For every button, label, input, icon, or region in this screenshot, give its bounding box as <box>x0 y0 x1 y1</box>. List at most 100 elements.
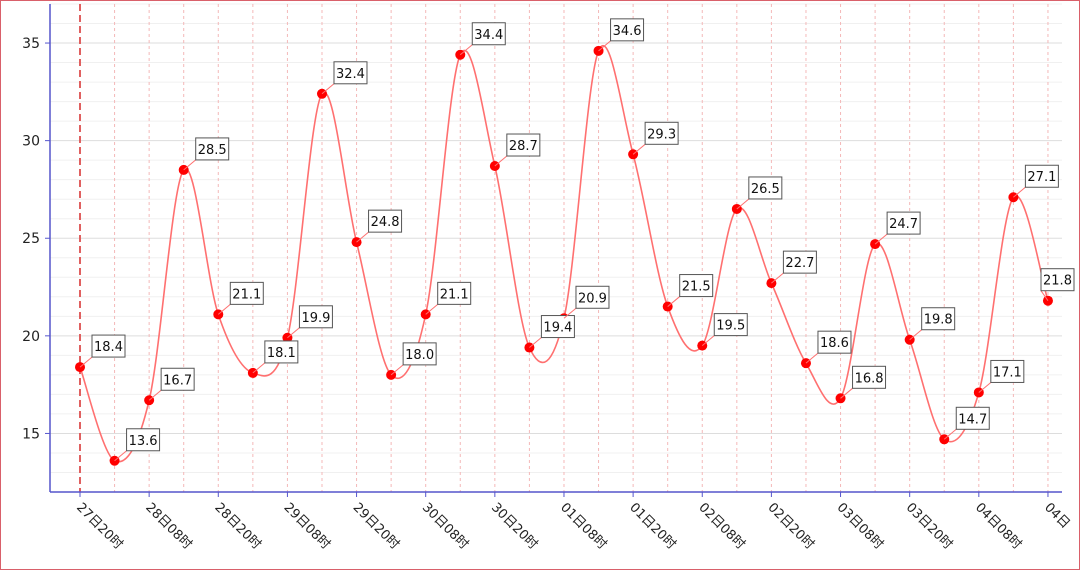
label-leader-line <box>183 159 197 171</box>
data-label: 29.3 <box>647 127 676 142</box>
data-label-box <box>264 340 299 364</box>
vertical-grid <box>79 4 1049 492</box>
x-tick-label: 27日20时 <box>73 500 125 552</box>
data-label: 20.9 <box>578 291 607 306</box>
data-label-box <box>575 285 610 309</box>
label-leader-line <box>79 356 93 368</box>
data-label-box <box>852 365 887 389</box>
label-leader-line <box>287 327 300 339</box>
x-tick-label: 04日 <box>1041 500 1072 531</box>
data-label: 18.6 <box>820 336 849 351</box>
label-leader-line <box>529 337 542 348</box>
data-label-box <box>402 342 437 366</box>
x-tick-label: 02日08时 <box>695 500 747 552</box>
data-label: 16.8 <box>855 371 884 386</box>
label-leader-line <box>459 44 473 56</box>
data-label: 18.4 <box>94 340 123 355</box>
data-label: 28.5 <box>198 143 227 158</box>
data-label-box <box>471 22 506 46</box>
label-leader-line <box>390 364 404 376</box>
label-leader-line <box>217 303 231 315</box>
x-tick-label: 28日08时 <box>142 500 194 552</box>
data-label: 26.5 <box>751 182 780 197</box>
label-leader-line <box>1013 186 1026 198</box>
data-label: 19.9 <box>301 311 330 326</box>
data-label-box <box>126 428 161 452</box>
data-label: 22.7 <box>785 256 814 271</box>
data-label: 24.7 <box>889 217 918 232</box>
data-label: 24.8 <box>371 215 400 230</box>
data-label: 16.7 <box>163 373 192 388</box>
data-label-box <box>1024 164 1059 188</box>
y-axis-ticks: 15 20 25 30 35 <box>22 36 50 442</box>
x-tick-label: 03日08时 <box>834 500 886 552</box>
x-axis-ticks: 27日20时 28日08时 28日20时 29日08时 29日20时 30日08时 30日2… <box>73 492 1073 553</box>
label-leader-line <box>321 83 335 95</box>
data-label-box <box>160 367 195 391</box>
data-label-box <box>955 406 990 430</box>
x-tick-label: 30日08时 <box>419 500 471 552</box>
axes <box>49 4 1062 493</box>
x-tick-label: 03日20时 <box>903 500 955 552</box>
label-leader-line <box>1040 290 1049 301</box>
y-tick-label: 30 <box>22 134 40 150</box>
label-leader-line <box>909 329 923 341</box>
label-leader-line <box>598 40 611 52</box>
label-leader-line <box>114 450 127 462</box>
data-label: 19.4 <box>543 321 572 336</box>
label-leader-line <box>736 198 750 210</box>
data-label: 21.1 <box>440 287 469 302</box>
data-label: 13.6 <box>129 434 158 449</box>
data-label-box <box>229 281 264 305</box>
x-tick-label: 01日08时 <box>557 500 609 552</box>
data-label-box <box>782 250 817 274</box>
data-label: 28.7 <box>509 139 538 154</box>
data-label: 34.6 <box>613 24 642 39</box>
label-leader-line <box>563 307 577 319</box>
data-label-box <box>1040 268 1075 292</box>
label-leader-line <box>840 387 853 399</box>
x-tick-label: 02日20时 <box>765 500 817 552</box>
data-label-box <box>333 61 368 85</box>
x-tick-label: 29日08时 <box>281 500 333 552</box>
y-tick-label: 20 <box>22 329 40 345</box>
x-tick-label: 04日08时 <box>972 500 1024 552</box>
label-leader-line <box>425 303 439 315</box>
x-tick-label: 01日20时 <box>626 500 678 552</box>
x-tick-label: 28日20时 <box>211 500 263 552</box>
data-label-box <box>886 211 921 235</box>
x-tick-label: 30日20时 <box>488 500 540 552</box>
data-label-box <box>817 330 852 354</box>
label-leader-line <box>874 233 888 245</box>
data-label-box <box>921 307 956 331</box>
data-label: 14.7 <box>958 412 987 427</box>
x-tick-label: 29日20时 <box>350 500 402 552</box>
data-label: 21.1 <box>232 287 261 302</box>
data-label: 27.1 <box>1027 170 1056 185</box>
horizontal-grid <box>50 3 1062 493</box>
label-leader-line <box>978 382 992 393</box>
data-label-box <box>748 176 783 200</box>
data-label-box <box>644 121 679 145</box>
data-label-box <box>713 313 748 337</box>
label-leader-line <box>494 155 508 167</box>
data-label: 32.4 <box>336 67 365 82</box>
label-leader-line <box>805 352 819 364</box>
data-label-box <box>679 274 714 298</box>
y-tick-label: 35 <box>22 36 40 52</box>
data-label: 18.0 <box>405 348 434 363</box>
data-label: 19.5 <box>716 319 745 334</box>
data-label: 21.8 <box>1043 274 1072 289</box>
label-leader-line <box>632 143 646 155</box>
label-leader-line <box>943 428 957 440</box>
data-label-box <box>298 305 333 329</box>
data-label: 19.8 <box>924 313 953 328</box>
label-leader-line <box>148 389 162 401</box>
y-tick-label: 15 <box>22 426 40 442</box>
y-tick-label: 25 <box>22 231 40 247</box>
label-leader-line <box>701 335 715 346</box>
data-labels: 18.4 13.6 16.7 28.5 21.1 18.1 19.9 32.4 24.8 18.0… <box>79 18 1075 462</box>
data-label-box <box>437 281 472 305</box>
